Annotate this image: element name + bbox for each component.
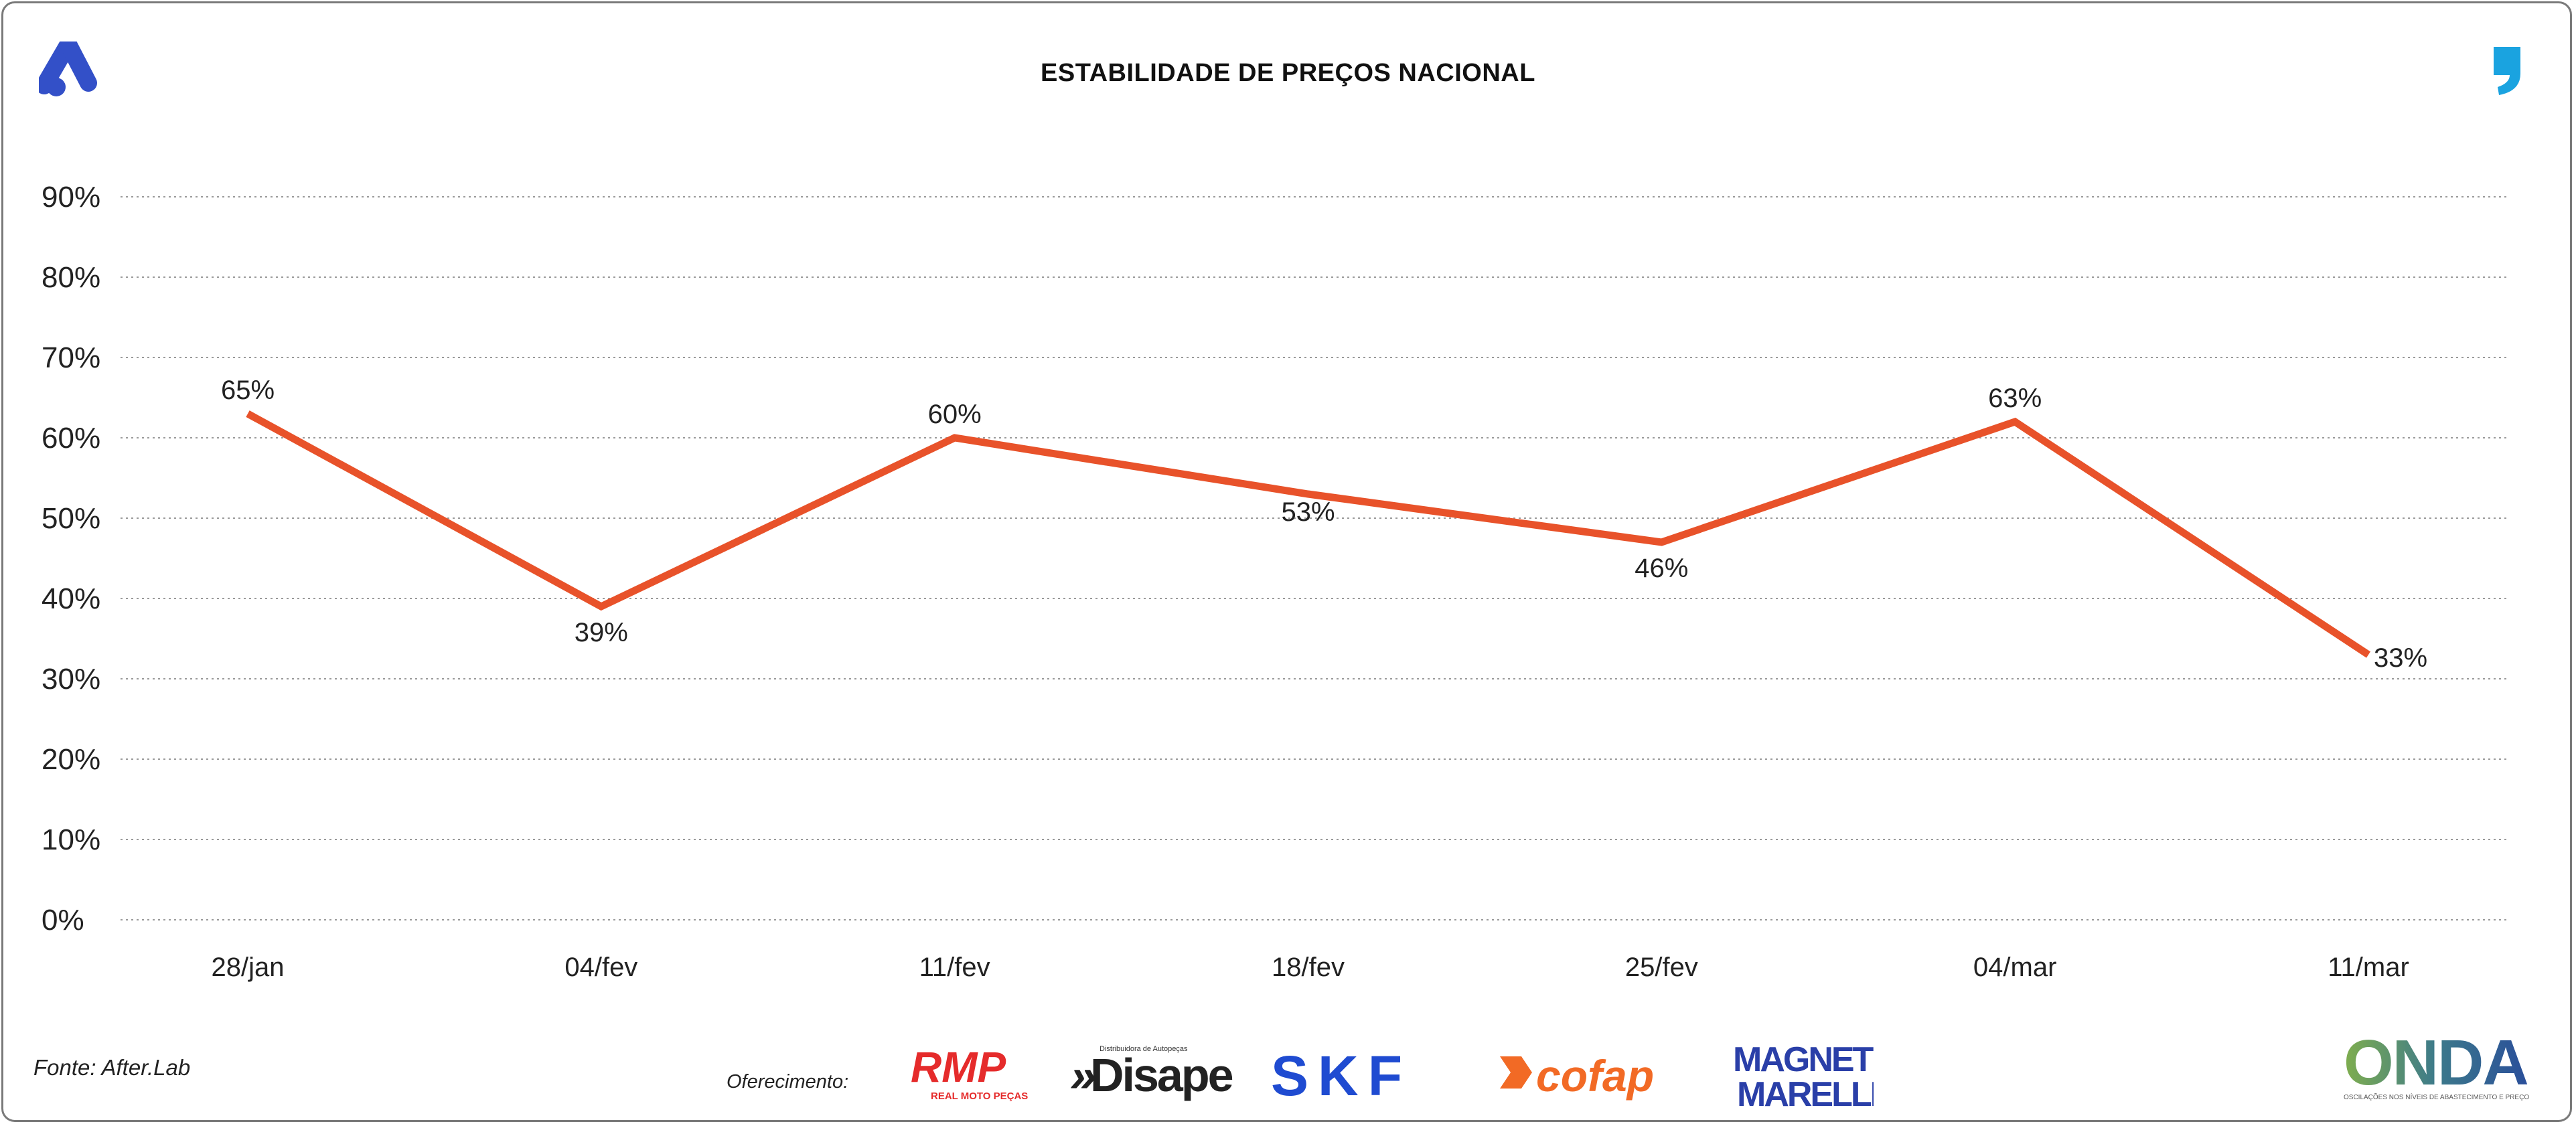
svg-text:OSCILAÇÕES NOS NÍVEIS DE ABAST: OSCILAÇÕES NOS NÍVEIS DE ABASTECIMENTO E… — [2344, 1093, 2529, 1101]
x-tick-label: 11/mar — [2328, 953, 2409, 982]
data-labels: 65% 39% 60% 53% 46% 63% 33% — [221, 376, 2427, 673]
y-axis-ticks: 0% 10% 20% 30% 40% 50% 60% 70% 80% 90% — [42, 181, 100, 937]
x-tick-label: 04/fev — [564, 953, 637, 982]
svg-text:MAGNETI: MAGNETI — [1733, 1040, 1874, 1079]
grid-lines — [121, 196, 2510, 920]
x-axis-ticks: 28/jan 04/fev 11/fev 18/fev 25/fev 04/mar 11/m… — [212, 953, 2409, 982]
y-tick-label: 20% — [42, 743, 100, 776]
data-label: 63% — [1988, 384, 2042, 413]
svg-text:MARELLI: MARELLI — [1737, 1075, 1874, 1111]
x-tick-label: 18/fev — [1272, 953, 1345, 982]
x-tick-label: 25/fev — [1625, 953, 1698, 982]
source-note: Fonte: After.Lab — [33, 1055, 191, 1080]
y-tick-label: 90% — [42, 181, 100, 214]
y-tick-label: 80% — [42, 261, 100, 294]
data-label: 60% — [928, 400, 982, 429]
y-tick-label: 0% — [42, 904, 84, 937]
svg-text:cofap: cofap — [1536, 1051, 1654, 1101]
disape-logo: Distribuidora de Autopeças » Disape — [1070, 1045, 1235, 1101]
magneti-marelli-logo: MAGNETI MARELLI — [1733, 1040, 1874, 1111]
x-tick-label: 28/jan — [212, 953, 285, 982]
svg-text:ONDA: ONDA — [2344, 1031, 2528, 1099]
x-tick-label: 04/mar — [1973, 953, 2057, 982]
svg-text:Disape: Disape — [1090, 1049, 1233, 1101]
onda-logo: ONDA OSCILAÇÕES NOS NÍVEIS DE ABASTECIME… — [2344, 1031, 2529, 1101]
y-tick-label: 50% — [42, 502, 100, 535]
data-label: 46% — [1635, 554, 1688, 583]
svg-text:RMP: RMP — [911, 1043, 1006, 1091]
rmp-logo: RMP REAL MOTO PEÇAS — [911, 1043, 1028, 1102]
data-label: 65% — [221, 376, 275, 405]
x-tick-label: 11/fev — [919, 953, 990, 982]
skf-logo: SKF — [1271, 1048, 1412, 1102]
data-label: 33% — [2374, 643, 2427, 673]
y-tick-label: 70% — [42, 341, 100, 374]
sponsor-label: Oferecimento: — [727, 1071, 849, 1093]
svg-text:SKF: SKF — [1271, 1048, 1412, 1102]
data-label: 39% — [575, 618, 628, 647]
y-tick-label: 30% — [42, 663, 100, 696]
quote-comma-icon — [2494, 47, 2520, 95]
svg-text:Distribuidora de Autopeças: Distribuidora de Autopeças — [1100, 1045, 1188, 1053]
series-line-layer — [246, 410, 2371, 658]
y-tick-label: 10% — [42, 823, 100, 856]
svg-text:REAL MOTO PEÇAS: REAL MOTO PEÇAS — [931, 1091, 1028, 1102]
series-line — [246, 410, 2371, 658]
svg-text:»: » — [1070, 1049, 1096, 1101]
chart-title: ESTABILIDADE DE PREÇOS NACIONAL — [1041, 59, 1535, 87]
data-label: 53% — [1281, 497, 1335, 527]
cofap-logo: cofap — [1500, 1051, 1654, 1101]
brand-a-logo-icon — [39, 42, 97, 96]
y-tick-label: 60% — [42, 422, 100, 455]
y-tick-label: 40% — [42, 582, 100, 615]
